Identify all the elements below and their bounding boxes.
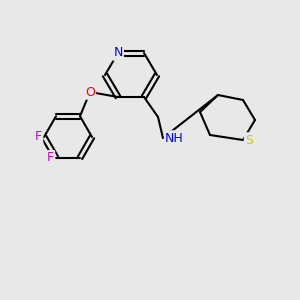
Text: S: S xyxy=(245,134,253,146)
Text: F: F xyxy=(47,151,54,164)
Text: O: O xyxy=(85,85,95,98)
Text: NH: NH xyxy=(165,131,184,145)
Text: N: N xyxy=(113,46,123,59)
Text: F: F xyxy=(35,130,42,143)
